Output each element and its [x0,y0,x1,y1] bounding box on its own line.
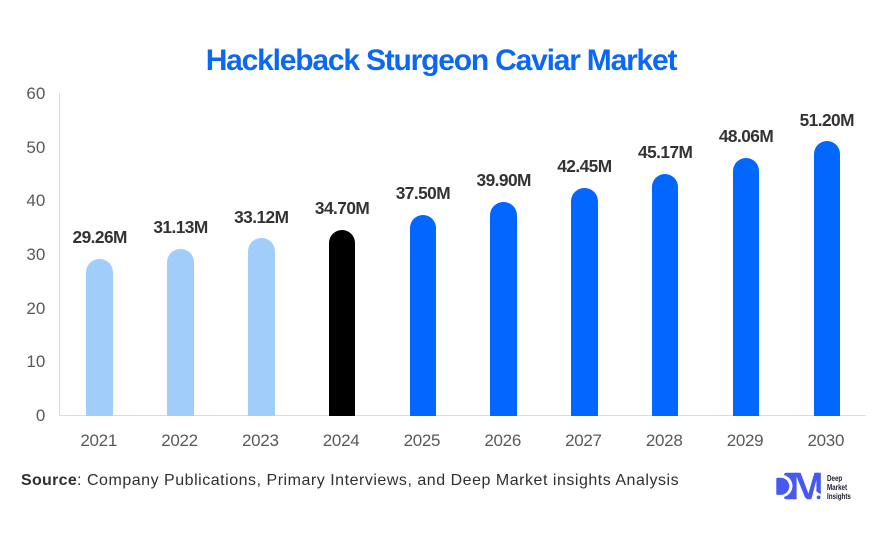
svg-text:Deep: Deep [827,474,843,483]
svg-text:Insights: Insights [827,492,851,501]
svg-text:Market: Market [827,483,848,492]
